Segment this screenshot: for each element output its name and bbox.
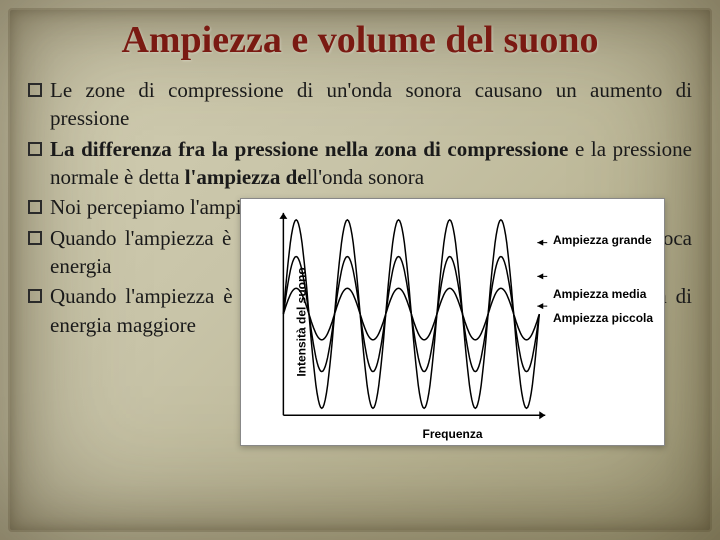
amplitude-chart: Intensità del suono Frequenza Ampiezza g… xyxy=(240,198,665,446)
bullet-marker-icon xyxy=(28,83,42,97)
slide-title: Ampiezza e volume del suono xyxy=(28,18,692,62)
x-axis-label: Frequenza xyxy=(422,427,482,441)
bullet-item: La differenza fra la pressione nella zon… xyxy=(28,135,692,192)
bullet-marker-icon xyxy=(28,289,42,303)
bullet-marker-icon xyxy=(28,142,42,156)
bullet-text: Le zone di compressione di un'onda sonor… xyxy=(50,76,692,133)
bullet-text: La differenza fra la pressione nella zon… xyxy=(50,135,692,192)
amplitude-label-piccola: Ampiezza piccola xyxy=(553,311,653,325)
bullet-marker-icon xyxy=(28,231,42,245)
bullet-item: Le zone di compressione di un'onda sonor… xyxy=(28,76,692,133)
slide: Ampiezza e volume del suono Le zone di c… xyxy=(0,0,720,540)
bullet-marker-icon xyxy=(28,200,42,214)
y-axis-label: Intensità del suono xyxy=(295,267,309,376)
amplitude-label-media: Ampiezza media xyxy=(553,287,646,301)
amplitude-label-grande: Ampiezza grande xyxy=(553,233,652,247)
